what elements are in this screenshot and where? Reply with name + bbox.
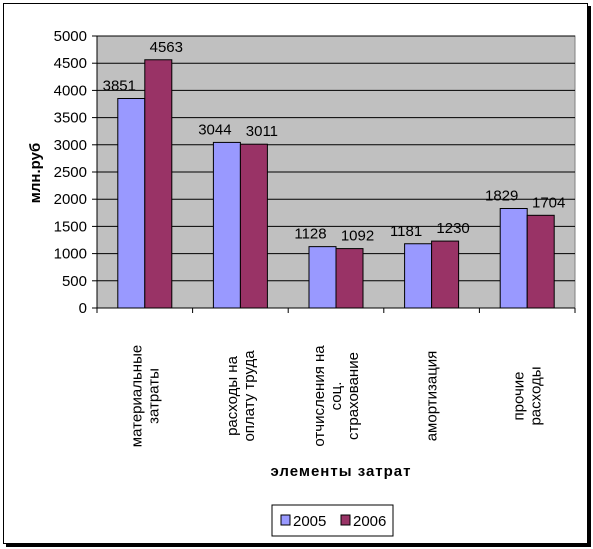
data-label: 3044 <box>198 121 231 138</box>
legend-swatch-2005 <box>280 514 291 526</box>
legend-label: 2006 <box>353 513 386 530</box>
y-tick-label: 1500 <box>54 218 87 235</box>
y-axis-title: млн.руб <box>27 143 44 203</box>
x-category-line: прочие <box>511 371 528 420</box>
y-tick-label: 1000 <box>54 246 87 263</box>
y-tick-label: 500 <box>62 273 87 290</box>
bar-2006-4 <box>526 214 555 309</box>
x-axis-title: элементы затрат <box>270 463 411 480</box>
x-category-label: отчисления на соц. страхование <box>311 345 362 447</box>
legend-label: 2005 <box>293 513 326 530</box>
legend-swatch-2006 <box>340 514 351 526</box>
data-label: 1829 <box>485 188 518 205</box>
data-label: 4563 <box>150 39 183 56</box>
x-category-line: затраты <box>145 368 162 424</box>
x-category-line: страхование <box>345 352 362 440</box>
x-category-line: соц. <box>328 382 345 411</box>
x-category-label: амортизация <box>424 351 441 442</box>
data-label: 1230 <box>436 220 469 237</box>
x-category-label: материальные затраты <box>128 345 162 447</box>
x-category-label: прочие расходы <box>511 366 545 425</box>
y-tick-label: 2000 <box>54 191 87 208</box>
data-label: 1092 <box>341 228 374 245</box>
x-category-line: амортизация <box>424 351 441 442</box>
x-category-line: расходы на <box>224 355 241 436</box>
y-tick-label: 4000 <box>54 82 87 99</box>
bar-2005-0 <box>117 98 146 309</box>
x-category-line: оплату труда <box>241 350 258 442</box>
bar-2005-3 <box>404 243 433 309</box>
y-tick-label: 4500 <box>54 55 87 72</box>
data-label: 3851 <box>103 78 136 95</box>
bar-2005-1 <box>212 141 241 309</box>
bar-2006-0 <box>144 59 173 309</box>
x-category-label: расходы на оплату труда <box>224 350 258 442</box>
bar-2006-2 <box>335 248 364 309</box>
bar-2005-2 <box>308 246 337 309</box>
y-tick-label: 3000 <box>54 137 87 154</box>
x-category-line: расходы <box>528 366 545 425</box>
x-category-line: материальные <box>128 345 145 447</box>
bar-2006-3 <box>431 240 460 309</box>
data-label: 1128 <box>294 226 326 243</box>
data-label: 1704 <box>532 194 565 211</box>
legend-box <box>271 504 394 537</box>
data-label: 3011 <box>246 123 278 140</box>
y-tick-label: 0 <box>79 300 87 317</box>
y-tick-label: 3500 <box>54 110 87 127</box>
bar-2006-1 <box>239 143 268 309</box>
y-tick-label: 5000 <box>54 28 87 45</box>
data-label: 1181 <box>390 223 422 240</box>
x-category-line: отчисления на <box>311 345 328 447</box>
y-tick-label: 2500 <box>54 164 87 181</box>
bar-2005-4 <box>499 208 528 309</box>
